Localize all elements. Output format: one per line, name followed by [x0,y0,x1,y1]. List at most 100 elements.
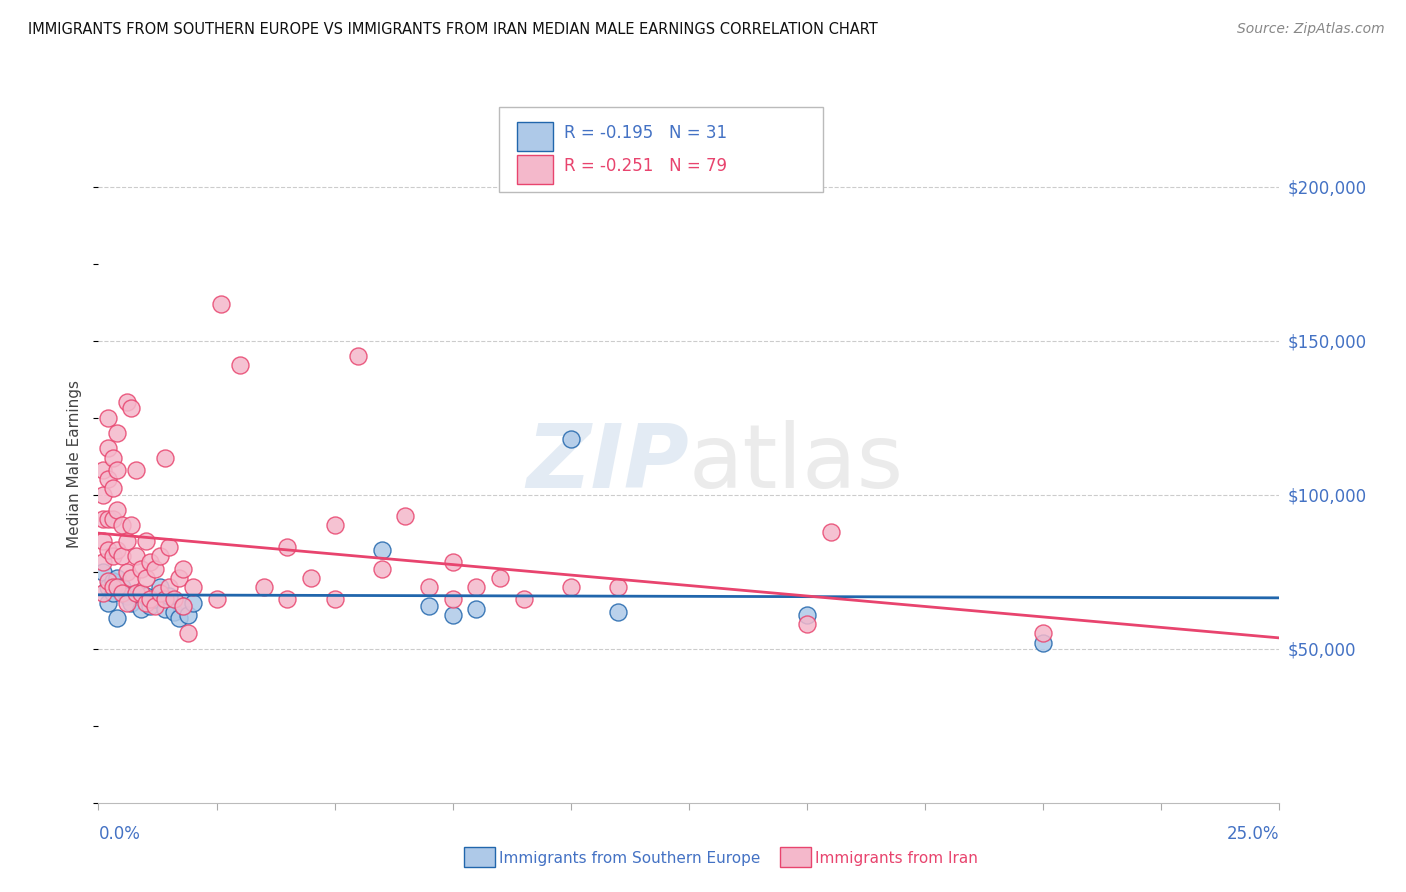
Point [91,533,114,548]
Point [115,590,138,604]
Point [205,592,228,607]
Point [323,518,346,533]
Point [91,488,114,502]
Point [97,543,120,558]
Point [121,401,143,416]
Point [172,599,194,613]
Point [465,601,488,615]
Point [139,556,162,570]
Point [91,463,114,477]
Point [125,549,148,564]
Point [489,571,512,585]
Point [253,580,276,594]
Point [121,518,143,533]
Text: 25.0%: 25.0% [1227,825,1279,843]
Text: atlas: atlas [689,420,904,508]
Point [101,580,124,594]
Point [105,580,128,594]
Point [153,601,176,615]
Point [125,586,148,600]
Point [149,586,172,600]
Point [135,595,157,609]
Point [91,565,114,579]
Point [167,571,190,585]
Point [101,549,124,564]
Point [121,595,143,609]
Point [91,556,114,570]
Point [149,580,172,594]
Point [129,561,152,575]
Point [153,592,176,607]
Point [111,580,134,594]
Point [111,549,134,564]
Point [105,425,128,440]
Point [101,512,124,526]
Text: ZIP: ZIP [526,420,689,508]
Point [607,605,630,619]
Point [139,599,162,613]
Point [125,463,148,477]
Point [97,595,120,609]
Text: IMMIGRANTS FROM SOUTHERN EUROPE VS IMMIGRANTS FROM IRAN MEDIAN MALE EARNINGS COR: IMMIGRANTS FROM SOUTHERN EUROPE VS IMMIG… [28,22,877,37]
Point [172,561,194,575]
Point [796,617,818,632]
Point [229,358,252,372]
Point [105,611,128,625]
Point [418,599,440,613]
Point [97,442,120,456]
Point [796,607,818,622]
Point [418,580,440,594]
Point [129,601,152,615]
Point [143,592,166,607]
Point [105,463,128,477]
Point [105,503,128,517]
Text: Immigrants from Iran: Immigrants from Iran [815,851,979,865]
Point [105,571,128,585]
Point [125,586,148,600]
Point [111,518,134,533]
Point [135,590,157,604]
Point [371,561,394,575]
Text: 0.0%: 0.0% [98,825,141,843]
Point [323,592,346,607]
Point [101,574,124,588]
Point [143,599,166,613]
Point [149,549,172,564]
Point [91,586,114,600]
Point [465,580,488,594]
Point [347,349,370,363]
Point [209,296,232,310]
Point [97,472,120,486]
Point [111,586,134,600]
Point [394,509,416,524]
Point [167,611,190,625]
Point [157,540,180,554]
Point [172,599,194,613]
Text: Immigrants from Southern Europe: Immigrants from Southern Europe [499,851,761,865]
Point [1032,635,1054,649]
Point [115,395,138,409]
Point [276,592,298,607]
Point [91,512,114,526]
Text: R = -0.195   N = 31: R = -0.195 N = 31 [564,124,727,142]
Point [163,605,186,619]
Point [135,571,157,585]
Point [115,533,138,548]
Point [560,432,582,446]
Text: Source: ZipAtlas.com: Source: ZipAtlas.com [1237,22,1385,37]
Point [105,543,128,558]
Point [276,540,298,554]
Point [163,592,186,607]
Point [1032,626,1054,640]
Point [177,626,200,640]
Point [371,543,394,558]
Point [441,556,464,570]
Point [441,592,464,607]
Point [121,571,143,585]
Point [135,533,157,548]
Point [441,607,464,622]
Point [101,586,124,600]
Point [101,450,124,465]
Text: R = -0.251   N = 79: R = -0.251 N = 79 [564,157,727,175]
Point [560,580,582,594]
